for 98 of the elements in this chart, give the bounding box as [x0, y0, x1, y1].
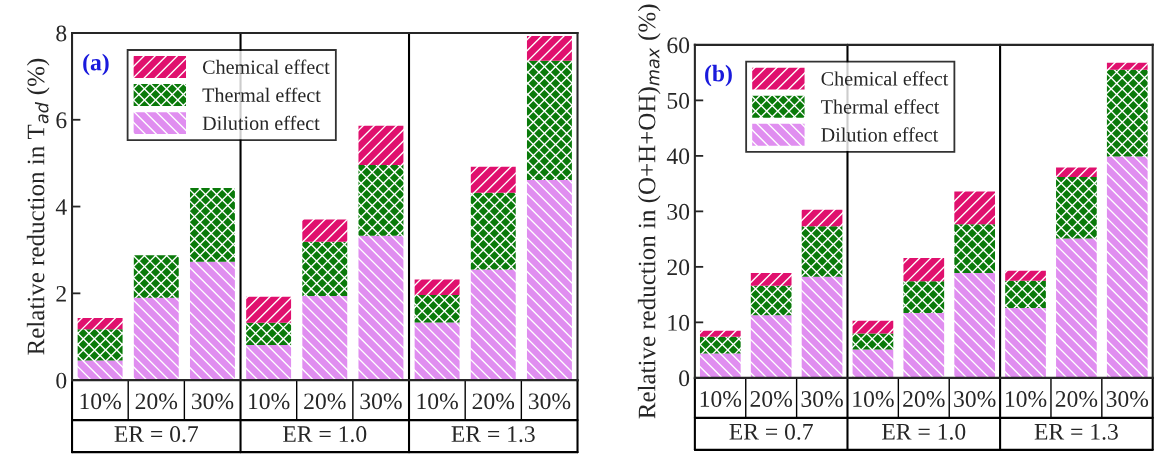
bar: [954, 272, 996, 378]
x-tick-label: 10%: [1005, 391, 1047, 408]
y-tick-label: 6: [56, 112, 67, 129]
bar: [699, 330, 741, 337]
bar: [133, 255, 179, 298]
x-tick-label: 30%: [954, 391, 996, 408]
bar: [189, 261, 235, 381]
bar: [358, 164, 404, 236]
bar: [699, 336, 741, 354]
bar: [750, 272, 792, 286]
y-tick-label: 2: [56, 285, 66, 302]
bar: [750, 285, 792, 316]
legend-label: Thermal effect: [821, 99, 940, 114]
x-tick-label: 10%: [80, 393, 121, 410]
bar: [470, 192, 516, 270]
bar: [470, 166, 516, 193]
text: ER = 1.0: [283, 426, 367, 443]
bar: [903, 312, 945, 378]
bar: [302, 241, 348, 296]
x-tick-label: 20%: [1055, 391, 1098, 408]
bar: [77, 329, 123, 361]
bar: [954, 191, 996, 225]
y-tick-label: 20: [667, 259, 690, 276]
bar: [1056, 238, 1097, 378]
y-tick-label: 30: [667, 203, 690, 220]
bar: [1106, 156, 1148, 378]
text: ER = 1.0: [882, 423, 966, 440]
bar: [133, 297, 179, 381]
bar: [750, 315, 792, 378]
x-tick-label: 20%: [472, 393, 515, 410]
bar: [77, 318, 123, 330]
bar: [1005, 307, 1046, 378]
x-tick-label: 10%: [417, 393, 458, 410]
bar: [1056, 167, 1097, 177]
x-tick-label: 30%: [1106, 391, 1149, 408]
bar: [801, 209, 843, 227]
legend-label: Chemical effect: [202, 59, 330, 74]
x-tick-label: 30%: [801, 391, 843, 408]
y-tick-label: 0: [56, 372, 67, 389]
bar: [246, 296, 292, 323]
bar: [1005, 270, 1046, 281]
x-tick-label: 10%: [249, 393, 290, 410]
y-tick-label: 60: [667, 37, 690, 54]
bar: [526, 36, 572, 61]
bar: [954, 224, 996, 273]
legend-label: Dilution effect: [821, 127, 939, 142]
x-tick-label: 30%: [360, 393, 402, 410]
y-axis-title: Relative reduction in T$_{ad}$ (%): [26, 58, 50, 355]
bar: [302, 219, 348, 242]
bar: [699, 353, 741, 378]
legend-label: Dilution effect: [202, 115, 320, 131]
bar: [903, 281, 945, 313]
bar: [358, 125, 404, 165]
x-tick-label: 20%: [750, 391, 793, 408]
y-tick-label: 4: [55, 199, 67, 215]
y-tick-label: 50: [667, 92, 690, 109]
bar: [801, 226, 843, 277]
bar: [470, 269, 516, 381]
bar: [852, 320, 894, 334]
x-tick-label: 10%: [700, 391, 742, 408]
bar: [414, 322, 460, 381]
y-tick-label: 0: [679, 370, 690, 387]
x-tick-label: 20%: [304, 393, 346, 410]
x-tick-label: 30%: [528, 393, 571, 410]
y-tick-label: 10: [668, 314, 690, 331]
bar: [302, 295, 348, 381]
bar: [852, 349, 894, 378]
text: (b): [705, 64, 732, 87]
bar: [358, 235, 404, 381]
text: (a): [83, 53, 109, 76]
text: ER = 1.3: [451, 426, 535, 443]
y-tick-label: 8: [56, 25, 67, 42]
bar: [1106, 69, 1148, 157]
bar: [852, 333, 894, 350]
bar: [189, 187, 235, 262]
bar: [526, 180, 572, 381]
bar: [246, 344, 292, 381]
x-tick-label: 10%: [853, 391, 894, 408]
y-axis-title: Relative reduction in (O+H+OH)$_{max}$ (%): [637, 4, 661, 419]
bar: [526, 60, 572, 181]
text: ER = 0.7: [729, 423, 813, 440]
bar: [1005, 280, 1046, 308]
x-tick-label: 30%: [191, 393, 234, 410]
y-tick-label: 40: [666, 148, 690, 165]
x-tick-label: 20%: [135, 393, 178, 410]
bar: [246, 322, 292, 345]
text: ER = 1.3: [1034, 423, 1118, 440]
bar: [903, 257, 945, 282]
x-tick-label: 20%: [903, 391, 945, 408]
legend-label: Thermal effect: [202, 87, 321, 102]
bar: [1056, 176, 1097, 239]
legend-label: Chemical effect: [821, 71, 949, 86]
bar: [1106, 62, 1148, 70]
text: ER = 0.7: [114, 426, 199, 443]
bar: [77, 360, 123, 381]
bar: [414, 295, 460, 323]
bar: [414, 279, 460, 296]
bar: [801, 276, 843, 378]
